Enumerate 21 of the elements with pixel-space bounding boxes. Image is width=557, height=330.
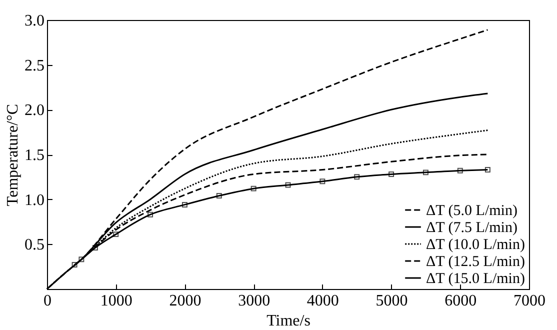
y-axis-title: Temperature/°C bbox=[4, 104, 22, 206]
x-tick-label: 2000 bbox=[169, 292, 202, 310]
legend-label: ΔT (12.5 L/min) bbox=[426, 254, 525, 270]
x-tick-label: 5000 bbox=[376, 292, 408, 310]
x-tick-label: 7000 bbox=[514, 292, 546, 310]
y-tick-label: 1.5 bbox=[24, 147, 44, 164]
legend-label: ΔT (7.5 L/min) bbox=[426, 220, 518, 236]
x-tick-label: 0 bbox=[44, 292, 52, 310]
y-tick-label: 2.0 bbox=[24, 102, 44, 120]
y-tick-label: 2.5 bbox=[24, 57, 44, 74]
x-tick-label: 6000 bbox=[444, 292, 477, 310]
legend-label: ΔT (5.0 L/min) bbox=[426, 203, 518, 219]
legend-label: ΔT (10.0 L/min) bbox=[426, 237, 525, 253]
x-axis-title: Time/s bbox=[266, 312, 310, 330]
x-tick-label: 4000 bbox=[306, 292, 339, 310]
x-tick-label: 1000 bbox=[100, 292, 132, 310]
legend-label: ΔT (15.0 L/min) bbox=[426, 271, 525, 287]
y-tick-label: 1.0 bbox=[24, 192, 44, 209]
y-tick-label: 3.0 bbox=[24, 12, 44, 30]
y-tick-label: 0.5 bbox=[24, 236, 44, 254]
x-tick-label: 3000 bbox=[238, 292, 270, 310]
